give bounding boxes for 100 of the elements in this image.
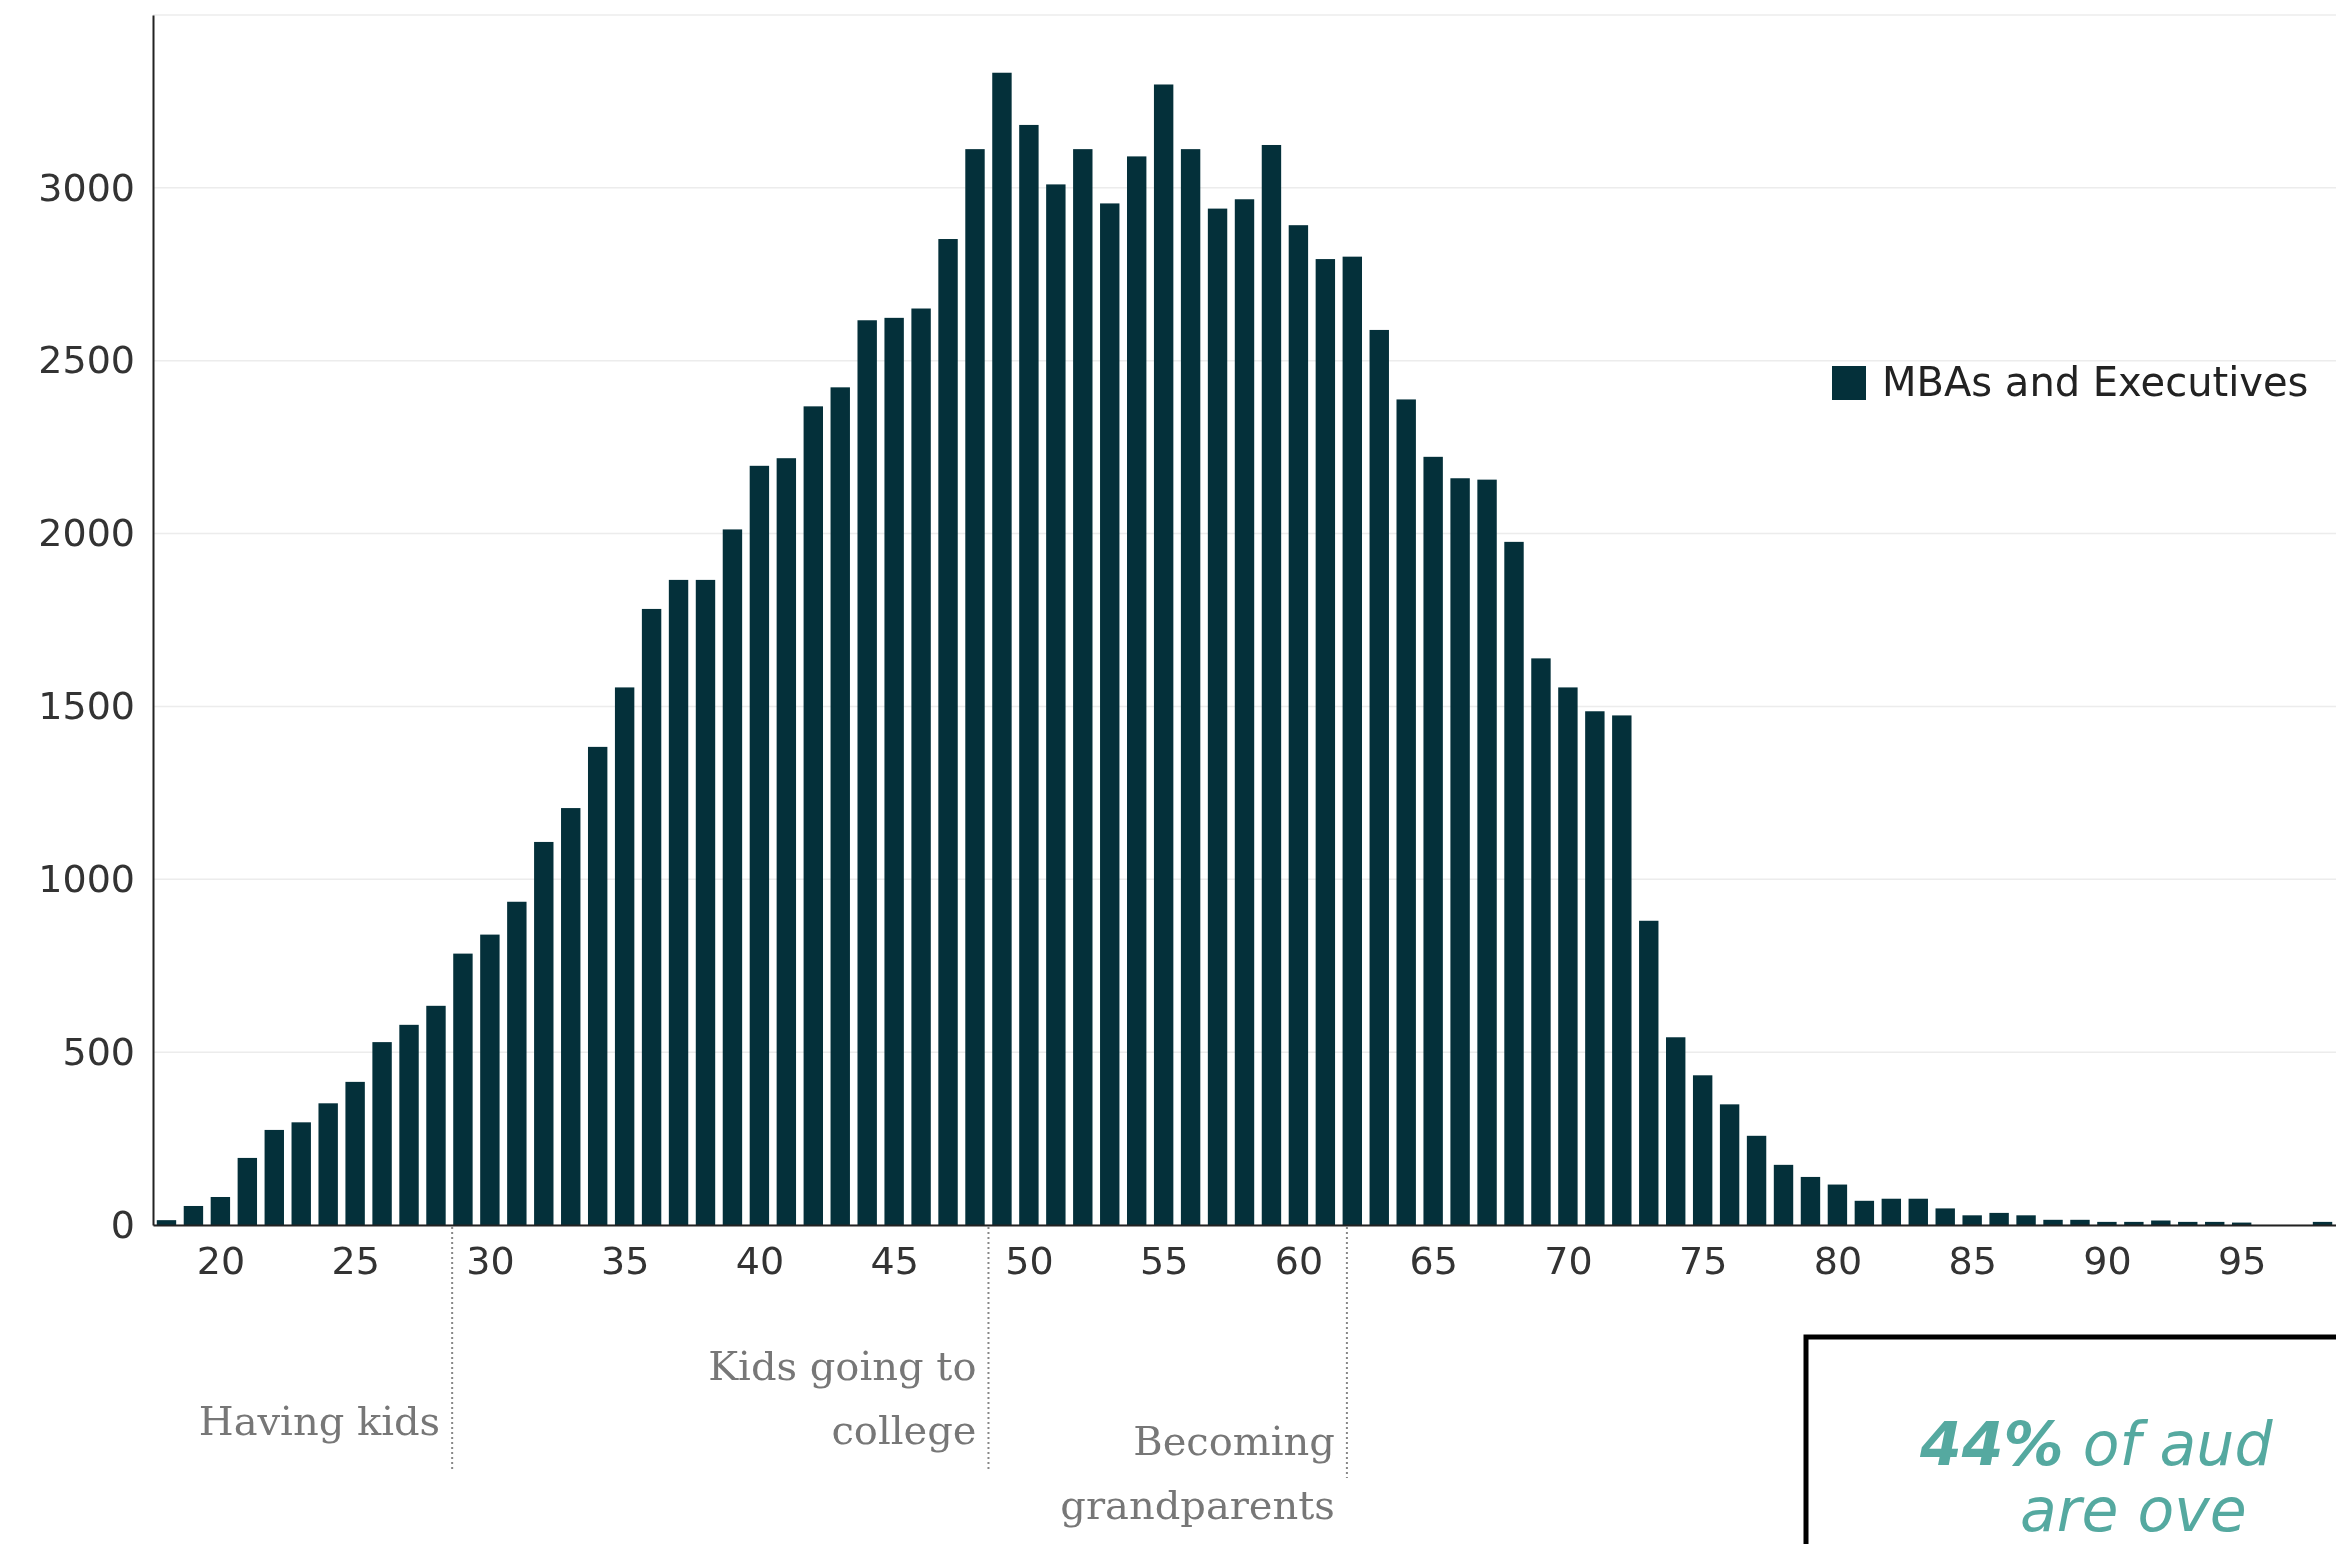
y-tick-label: 1000 <box>38 856 135 901</box>
bar <box>2016 1215 2036 1225</box>
bar <box>237 1157 258 1225</box>
bar <box>1207 208 1228 1225</box>
x-tick-label: 80 <box>1813 1238 1863 1283</box>
bar <box>453 953 473 1225</box>
bar <box>291 1122 311 1225</box>
y-tick-label: 2000 <box>38 511 135 556</box>
bar <box>372 1042 392 1225</box>
bar <box>1100 203 1120 1225</box>
bar <box>1800 1176 1821 1225</box>
x-tick-label: 50 <box>1005 1238 1054 1283</box>
y-tick-label: 500 <box>62 1029 135 1074</box>
bar <box>1585 711 1605 1225</box>
bar <box>992 72 1012 1225</box>
ref-line-label: Kids going to college <box>708 1343 977 1453</box>
bar <box>830 387 850 1225</box>
x-tick-label: 35 <box>600 1238 650 1283</box>
bar <box>507 901 527 1225</box>
bar <box>2205 1221 2225 1225</box>
bar <box>2178 1221 2198 1225</box>
x-tick-label: 20 <box>196 1238 246 1283</box>
bar <box>1450 478 1470 1225</box>
bar <box>1504 541 1524 1225</box>
bar <box>480 934 500 1225</box>
x-tick-label: 90 <box>2083 1238 2132 1283</box>
legend-label: MBAs and Executives <box>1882 359 2309 405</box>
bar <box>1396 399 1416 1225</box>
x-tick-label: 40 <box>735 1238 785 1283</box>
bar <box>884 317 904 1225</box>
x-tick-label: 60 <box>1274 1238 1324 1283</box>
bar <box>2097 1221 2117 1225</box>
x-tick-label: 95 <box>2217 1238 2267 1283</box>
bar <box>2043 1219 2063 1225</box>
bar <box>776 458 797 1225</box>
bar <box>561 808 581 1225</box>
bar <box>318 1103 338 1225</box>
bar <box>1692 1075 1713 1225</box>
bar <box>2151 1220 2171 1225</box>
bar <box>1127 156 1147 1225</box>
bar <box>1773 1164 1794 1225</box>
bar <box>1639 920 1659 1225</box>
x-tick-label: 65 <box>1409 1238 1458 1283</box>
bar <box>183 1205 204 1225</box>
bar <box>399 1024 419 1225</box>
x-tick-label: 75 <box>1678 1238 1728 1283</box>
bar <box>1019 124 1039 1225</box>
x-tick-label: 45 <box>870 1238 919 1283</box>
x-tick-label: 85 <box>1948 1238 1997 1283</box>
bar <box>426 1005 446 1225</box>
bar <box>1989 1212 2009 1225</box>
bar <box>911 308 931 1225</box>
bar <box>1073 149 1093 1225</box>
bar <box>749 465 770 1225</box>
y-tick-label: 1500 <box>38 684 135 729</box>
bar <box>1531 658 1551 1225</box>
bar <box>2124 1221 2144 1225</box>
bar <box>1827 1184 1848 1225</box>
bar <box>1423 456 1443 1225</box>
ref-line-label: Having kids <box>198 1398 441 1444</box>
bar <box>1477 479 1497 1225</box>
bar <box>345 1081 365 1225</box>
bar <box>938 239 958 1225</box>
bar <box>210 1197 231 1225</box>
bar <box>1612 715 1632 1225</box>
bar <box>2070 1219 2090 1225</box>
bar <box>1369 329 1389 1225</box>
bar <box>587 746 608 1225</box>
bar <box>695 579 716 1225</box>
bar <box>1962 1215 1982 1225</box>
x-tick-label: 70 <box>1544 1238 1593 1283</box>
bar <box>722 529 743 1225</box>
bar <box>1153 84 1174 1225</box>
bar <box>1180 149 1201 1225</box>
y-tick-label: 3000 <box>38 165 135 210</box>
bar <box>857 320 877 1225</box>
bar <box>534 841 554 1225</box>
bar <box>1746 1135 1767 1225</box>
bar <box>803 406 823 1225</box>
bar <box>1234 199 1255 1225</box>
bar <box>156 1220 177 1225</box>
bar <box>1719 1104 1740 1225</box>
bar <box>1046 184 1066 1225</box>
y-tick-label: 2500 <box>38 338 135 383</box>
bar <box>1261 144 1282 1225</box>
bar <box>641 608 662 1225</box>
bar <box>1908 1198 1928 1225</box>
bar <box>1854 1200 1875 1225</box>
x-tick-label: 25 <box>331 1238 380 1283</box>
bar <box>1881 1198 1902 1225</box>
bar <box>965 149 985 1225</box>
y-tick-label: 0 <box>110 1202 135 1247</box>
ref-line-label: Becoming grandparents <box>1060 1418 1335 1528</box>
bar <box>668 579 689 1225</box>
bar <box>614 687 635 1225</box>
bar <box>1288 225 1309 1225</box>
bar <box>1666 1037 1686 1225</box>
bar <box>1342 256 1362 1225</box>
bar <box>1935 1208 1955 1225</box>
bar <box>1558 687 1578 1225</box>
